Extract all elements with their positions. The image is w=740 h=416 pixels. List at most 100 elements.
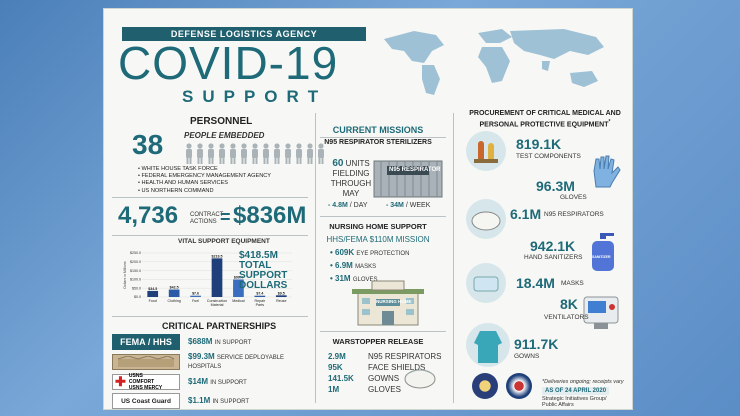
- list-item: FEDERAL EMERGENCY MANAGEMENT AGENCY: [138, 173, 272, 180]
- n95-respirators-icon: [466, 199, 506, 239]
- list-item: 31M GLOVES: [330, 273, 409, 286]
- nursing-home-list: 609K EYE PROTECTION 6.9M MASKS 31M GLOVE…: [330, 247, 409, 286]
- x-tick-label: Construction Material: [207, 299, 227, 307]
- item-value: 1M: [328, 385, 340, 394]
- amount-desc: IN SUPPORT: [214, 339, 252, 346]
- item-value: 6.9M: [335, 261, 353, 270]
- n95-per-day: - 4.8M / DAY: [328, 202, 368, 209]
- item-label: GLOVES: [352, 277, 378, 283]
- procurement-heading-text: PERSONAL PROTECTIVE EQUIPMENT: [479, 121, 609, 129]
- current-missions-heading: CURRENT MISSIONS: [332, 125, 424, 135]
- partnership-row: US Coast Guard $1.1M IN SUPPORT: [112, 393, 249, 409]
- column-divider-right: [453, 113, 454, 403]
- row-divider: [112, 235, 308, 236]
- per-day-value: - 4.8M: [328, 202, 348, 209]
- vital-support-heading: VITAL SUPPORT EQUIPMENT: [178, 238, 270, 245]
- bar: [168, 289, 180, 297]
- procurement-heading-line: PERSONAL PROTECTIVE EQUIPMENT*: [459, 118, 631, 129]
- agency-banner: DEFENSE LOGISTICS AGENCY: [122, 27, 366, 41]
- person-icon: [206, 143, 216, 165]
- bar-value-label: $99.4: [234, 276, 243, 280]
- x-tick-label: Medical: [232, 299, 245, 303]
- masks-icon: [466, 263, 506, 303]
- y-tick-label: $250.0: [130, 251, 141, 255]
- procurement-heading-line: PROCUREMENT OF CRITICAL MEDICAL AND: [469, 110, 621, 117]
- surgical-mask-icon: [473, 276, 499, 292]
- bar: [147, 290, 159, 297]
- infographic-poster: DEFENSE LOGISTICS AGENCY COVID-19 SUPPOR…: [103, 8, 633, 410]
- row-divider: [112, 316, 308, 317]
- partnership-amount: $688M IN SUPPORT: [188, 337, 252, 347]
- signature-block: Strategic Initiatives Group/ Public Affa…: [542, 396, 607, 408]
- row-divider: [320, 331, 446, 332]
- amount-desc: IN SUPPORT: [210, 379, 247, 386]
- person-icon: [217, 143, 227, 165]
- y-tick-label: $200.0: [130, 260, 141, 264]
- dla-seal-icon: [506, 373, 532, 399]
- gowns-icon: [466, 323, 510, 367]
- red-cross-icon: ✚: [115, 374, 126, 389]
- fema-hhs-badge: FEMA / HHS: [112, 334, 180, 350]
- deliveries-note: *Deliveries ongoing; receipts vary: [542, 379, 624, 385]
- person-icon: [261, 143, 271, 165]
- procurement-heading: PROCUREMENT OF CRITICAL MEDICAL AND PERS…: [459, 110, 631, 129]
- tent-icon: [117, 356, 175, 367]
- personnel-count-label: PEOPLE EMBEDDED: [184, 131, 265, 140]
- bar: [211, 258, 223, 297]
- ventilator-icon: [583, 296, 619, 329]
- contract-label-line: CONTRACT: [190, 212, 224, 218]
- nursing-home-icon: [352, 280, 424, 326]
- y-tick-label: $150.0: [130, 269, 141, 273]
- n95-units-count: 60: [332, 158, 344, 169]
- person-icon: [239, 143, 249, 165]
- sterilizer-container-icon: [373, 160, 443, 198]
- column-divider-left: [315, 113, 316, 403]
- nursing-home-mission: HHS/FEMA $110M MISSION: [326, 235, 430, 244]
- per-day-unit: / DAY: [349, 202, 368, 209]
- list-item: 141.5K GOWNS: [328, 373, 442, 384]
- gloves-icon: [593, 155, 621, 188]
- nursing-home-heading: NURSING HOME SUPPORT: [329, 222, 427, 231]
- person-icon: [294, 143, 304, 165]
- n95-respirators-value: 6.1M: [510, 206, 542, 222]
- bar: [254, 295, 266, 297]
- amount-value: $14M: [188, 376, 209, 386]
- as-of-date: AS OF 24 APRIL 2020: [542, 387, 610, 395]
- list-item: 95K FACE SHIELDS: [328, 362, 442, 373]
- poster-title: COVID-19: [118, 37, 339, 89]
- usns-label: USNS COMFORT USNS MERCY: [128, 373, 163, 391]
- y-tick-label: $0.0: [134, 295, 141, 299]
- bar-value-label: $219.5: [212, 254, 223, 258]
- equals-sign: =: [220, 207, 231, 227]
- gloves-value: 96.3M: [536, 178, 575, 194]
- warstopper-heading: WARSTOPPER RELEASE: [332, 337, 424, 346]
- contract-label-line: ACTIONS: [190, 219, 217, 225]
- personnel-heading: PERSONNEL: [190, 116, 253, 127]
- usns-badge: ✚ USNS COMFORT USNS MERCY: [112, 373, 180, 391]
- personnel-count: 38: [132, 129, 164, 160]
- coast-guard-badge: US Coast Guard: [112, 393, 180, 409]
- poster-subtitle: SUPPORT: [182, 87, 328, 106]
- item-value: 2.9M: [328, 352, 346, 361]
- hand-sanitizers-label: HAND SANITIZERS: [524, 254, 583, 261]
- per-week-unit: / WEEK: [405, 202, 431, 209]
- list-item: US NORTHERN COMMAND: [138, 188, 271, 195]
- partnership-row: $99.3M SERVICE DEPLOYABLE HOSPITALS: [112, 353, 284, 371]
- mask-icon: [471, 211, 501, 231]
- x-tick-label: Fuel: [192, 299, 199, 303]
- contract-actions-label: CONTRACT ACTIONS: [190, 212, 223, 226]
- amount-desc: IN SUPPORT: [212, 398, 250, 405]
- row-divider: [112, 197, 308, 198]
- item-label: GLOVES: [368, 385, 401, 394]
- bar-value-label: $42.5: [170, 286, 179, 290]
- partnership-amount: $14M IN SUPPORT: [188, 376, 247, 387]
- procurement-footnote-mark: *: [608, 119, 611, 125]
- partnership-row: FEMA / HHS $688M IN SUPPORT: [112, 334, 251, 350]
- person-icon: [305, 143, 315, 165]
- test-components-label: TEST COMPONENTS: [516, 153, 581, 160]
- signature-line: Strategic Initiatives Group/: [542, 396, 607, 402]
- y-tick-label: $50.0: [132, 286, 141, 290]
- n95-units: 60 UNITS FIELDING THROUGH MAY: [328, 159, 374, 199]
- amount-desc: SERVICE DEPLOYABLE: [216, 355, 285, 361]
- n95-units-label: UNITS FIELDING THROUGH MAY: [330, 159, 372, 198]
